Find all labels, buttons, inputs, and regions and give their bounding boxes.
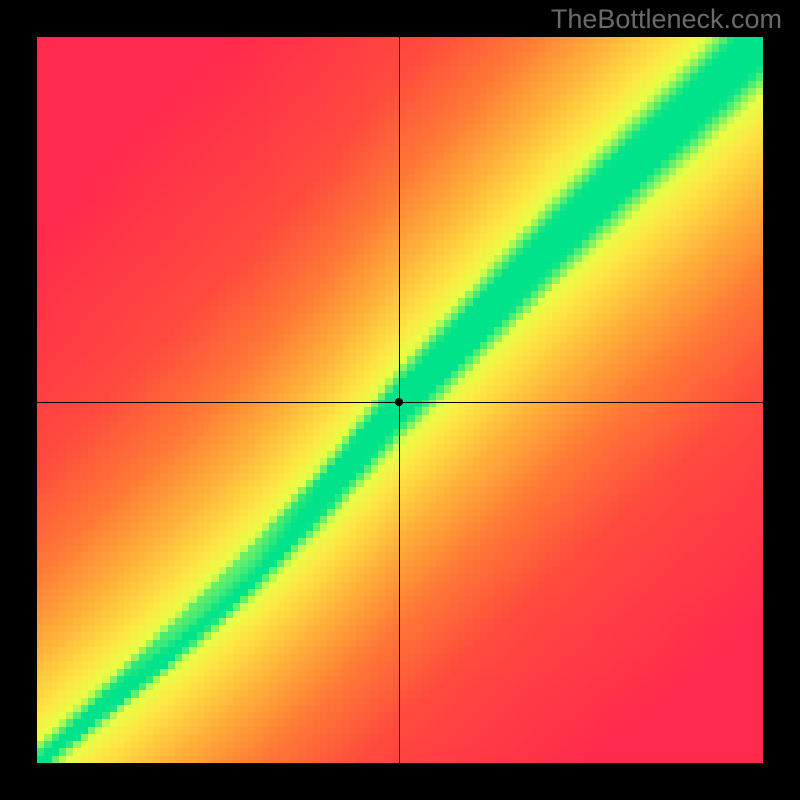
watermark-text: TheBottleneck.com xyxy=(551,4,782,35)
marker-dot xyxy=(395,398,403,406)
figure-root: TheBottleneck.com xyxy=(0,0,800,800)
